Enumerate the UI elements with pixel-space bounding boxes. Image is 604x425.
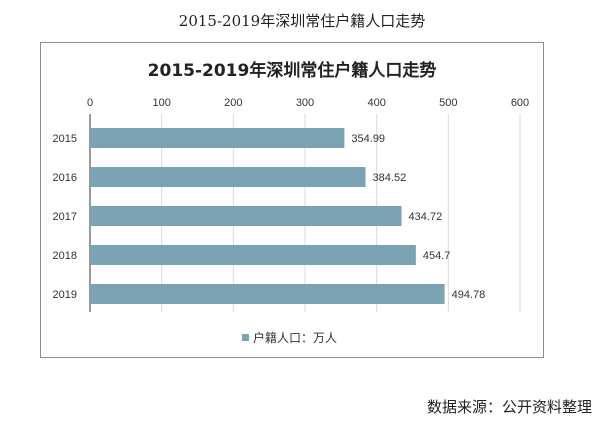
bar-2016 — [90, 167, 366, 187]
x-tick-label: 0 — [87, 97, 93, 109]
data-label: 354.99 — [351, 133, 385, 145]
category-label: 2017 — [53, 211, 77, 223]
category-label: 2016 — [53, 172, 77, 184]
x-tick-label: 300 — [296, 97, 314, 109]
data-label: 494.78 — [452, 289, 486, 301]
data-label: 454.7 — [423, 250, 451, 262]
data-label: 384.52 — [373, 172, 407, 184]
x-tick-label: 400 — [367, 97, 385, 109]
x-tick-label: 600 — [511, 97, 529, 109]
bar-2018 — [90, 245, 416, 265]
bar-2019 — [90, 284, 445, 304]
x-tick-label: 100 — [152, 97, 170, 109]
category-label: 2019 — [53, 289, 77, 301]
category-label: 2015 — [53, 133, 77, 145]
bar-chart: 2015-2019年深圳常住户籍人口走势 0 100 200 300 400 500 600 2… — [53, 60, 530, 345]
legend-swatch — [242, 334, 249, 341]
page-title: 2015-2019年深圳常住户籍人口走势 — [178, 12, 426, 30]
x-tick-label: 200 — [224, 97, 242, 109]
chart-title: 2015-2019年深圳常住户籍人口走势 — [148, 60, 437, 81]
category-label: 2018 — [53, 250, 77, 262]
bar-2017 — [90, 206, 402, 226]
data-label: 434.72 — [409, 211, 443, 223]
bar-2015 — [90, 128, 345, 148]
chart-frame: 2015-2019年深圳常住户籍人口走势 0 100 200 300 400 500 600 2… — [40, 42, 544, 358]
source-note: 数据来源：公开资料整理 — [426, 398, 592, 416]
legend-label: 户籍人口：万人 — [253, 330, 337, 345]
x-tick-label: 500 — [439, 97, 457, 109]
